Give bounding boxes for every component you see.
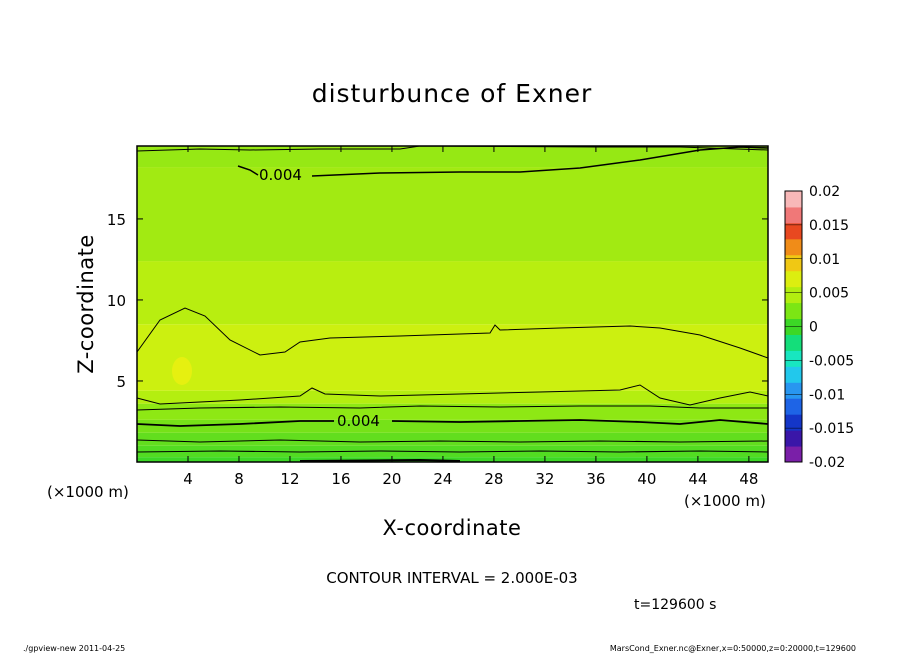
x-tick-label: 20 (382, 470, 401, 488)
colorbar-tick-label: 0.02 (809, 184, 840, 200)
x-tick-label: 48 (739, 470, 758, 488)
contour-band-3 (137, 419, 768, 433)
x-axis-title: X-coordinate (383, 516, 522, 540)
colorbar-tick-label: -0.015 (809, 421, 854, 437)
contour-line (136, 450, 769, 453)
contour-line-labeled-top (237, 146, 769, 177)
contour-band-0 (137, 457, 768, 462)
x-unit-right: (×1000 m) (684, 492, 766, 510)
colorbar-segment (785, 191, 802, 208)
contour-line (136, 307, 769, 359)
x-tick-label: 8 (234, 470, 244, 488)
x-tick-label: 28 (484, 470, 503, 488)
colorbar-tick-label: 0.005 (809, 286, 849, 302)
chart-title: disturbunce of Exner (312, 79, 593, 108)
y-tick-label: 10 (107, 292, 126, 310)
colorbar-segment (785, 206, 802, 224)
y-tick-marks (137, 218, 768, 382)
colorbar-segment (785, 302, 802, 320)
colorbar-tick-label: 0 (809, 320, 818, 336)
contour-line (136, 384, 769, 406)
colorbar-tick-label: -0.005 (809, 353, 854, 369)
colorbar-segment (785, 398, 802, 415)
contour-line (136, 405, 768, 411)
colorbar-tick-label: 0.015 (809, 218, 849, 234)
contour-label-top: 0.004 (259, 166, 302, 184)
contour-band-6 (137, 324, 768, 391)
colorbar-segment (785, 286, 802, 304)
colorbar-segment (785, 414, 802, 431)
x-tick-label: 4 (183, 470, 193, 488)
footer-left: ./gpview-new 2011-04-25 (23, 644, 125, 653)
x-tick-label: 32 (535, 470, 554, 488)
y-tick-label: 5 (116, 373, 126, 391)
contour-interval-text: CONTOUR INTERVAL = 2.000E-03 (326, 569, 577, 587)
contour-band-8 (137, 167, 768, 262)
y-tick-label: 15 (107, 211, 126, 229)
colorbar-segment (785, 382, 802, 399)
contour-lines (136, 145, 769, 462)
colorbar-segment (785, 222, 802, 240)
colorbar-segment (785, 238, 802, 256)
x-tick-label: 16 (331, 470, 350, 488)
max-patch (172, 357, 192, 385)
colorbar-tick-label: -0.02 (809, 455, 845, 471)
x-tick-label: 36 (586, 470, 605, 488)
x-tick-label: 12 (280, 470, 299, 488)
colorbar: 0.02 0.015 0.01 0.005 0 -0.005 -0.01 -0.015 -0.0… (784, 184, 854, 471)
x-unit-left: (×1000 m) (47, 483, 129, 501)
colorbar-segment (785, 334, 802, 351)
x-tick-label: 24 (433, 470, 452, 488)
colorbar-tick-label: -0.01 (809, 387, 845, 403)
x-tick-marks (187, 146, 750, 462)
contour-band-4 (137, 403, 768, 420)
contour-band-2 (137, 432, 768, 446)
x-tick-label: 40 (637, 470, 656, 488)
plot-frame (136, 145, 769, 463)
colorbar-segment (785, 366, 802, 383)
footer-right: MarsCond_Exner.nc@Exner,x=0:50000,z=0:20… (610, 644, 856, 653)
colorbar-segment (785, 446, 802, 463)
contour-band-9 (137, 146, 768, 168)
plot-area: 0.004 0.004 (136, 145, 769, 463)
contour-line (299, 458, 461, 462)
contour-line (136, 145, 769, 152)
colorbar-segment (785, 254, 802, 272)
x-tick-label: 44 (688, 470, 707, 488)
contour-fill-bands (137, 146, 768, 462)
contour-line (136, 439, 769, 443)
contour-band-7 (137, 261, 768, 325)
contour-line-labeled-bottom (136, 419, 769, 427)
colorbar-segment (785, 430, 802, 447)
colorbar-tick-label: 0.01 (809, 252, 840, 268)
colorbar-segment (785, 270, 802, 288)
colorbar-segment (785, 350, 802, 367)
contour-band-5 (137, 390, 768, 404)
y-axis-title: Z-coordinate (74, 234, 98, 374)
contour-label-bottom: 0.004 (337, 412, 380, 430)
time-label: t=129600 s (634, 597, 716, 613)
